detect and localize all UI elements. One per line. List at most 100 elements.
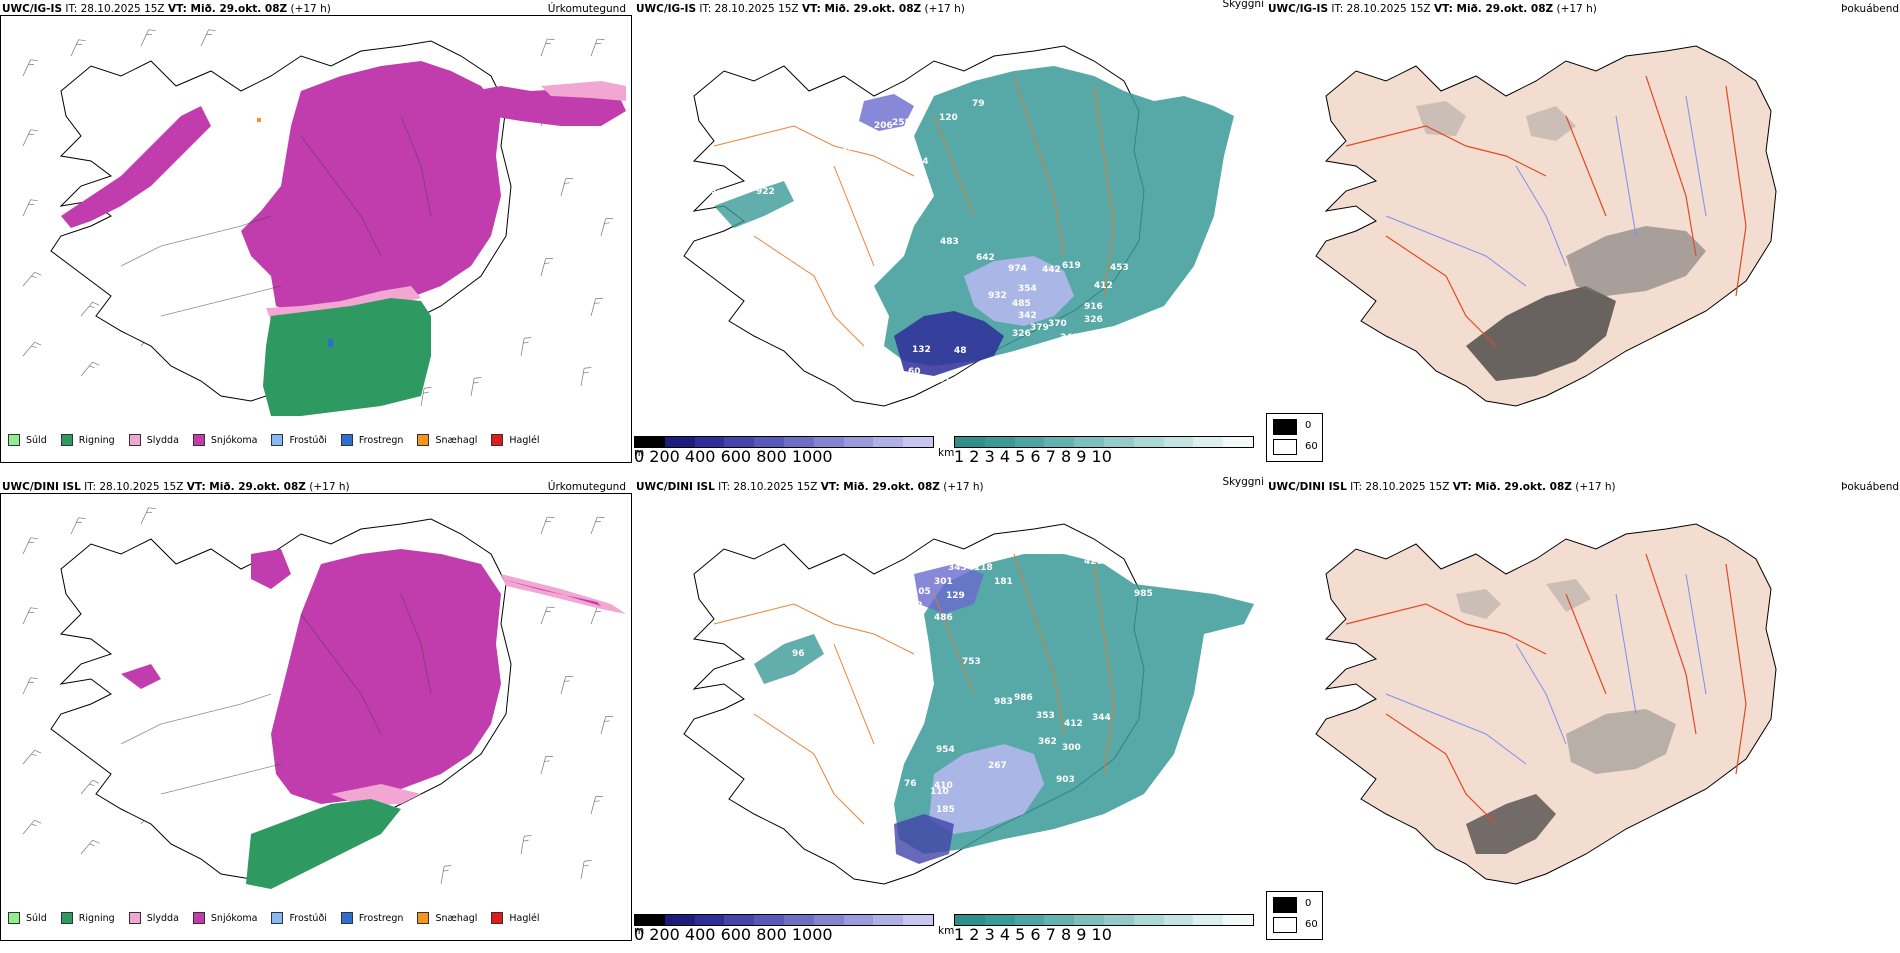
model-name: UWC/DINI ISL: [2, 481, 81, 493]
legend-swatch: [417, 434, 430, 446]
fog-legend-box-0: [1273, 419, 1297, 435]
vis-label: 342: [1018, 311, 1037, 321]
visibility-colorbar: [954, 436, 1254, 448]
ceiling-ticks: 0 200 400 600 800 1000: [634, 447, 934, 466]
vis-label: 345: [948, 563, 967, 573]
precip-legend: Súld Rigning Slydda Snjókoma Frostúði Fr…: [2, 908, 548, 928]
vis-tick: 3: [984, 447, 995, 466]
vis-label: 616: [646, 235, 665, 245]
vis-label: 161: [684, 229, 703, 239]
legend-label: Frostúði: [289, 434, 327, 446]
visibility-map: 206 258 120 79 185 199 34 338 922 161 61…: [646, 45, 1234, 407]
vis-label: 370: [1048, 319, 1067, 329]
vis-label: 182: [904, 601, 923, 611]
vt-label: VT: Mið. 29.okt. 08Z: [820, 481, 940, 493]
vis-label: 120: [939, 113, 958, 123]
legend-swatch: [60, 434, 73, 446]
fog-legend-box-60: [1273, 439, 1297, 455]
legend-label: Súld: [26, 912, 47, 924]
fog-legend-label: 60: [1305, 441, 1318, 452]
model-name: UWC/IG-IS: [2, 3, 63, 15]
legend-label: Rigning: [78, 912, 115, 924]
road-lines: [713, 75, 1115, 347]
panel-header: UWC/IG-IS IT: 28.10.2025 15Z VT: Mið. 29…: [636, 3, 965, 15]
it-value: 28.10.2025 15Z: [733, 481, 818, 493]
vt-label: VT: Mið. 29.okt. 08Z: [1433, 3, 1554, 15]
ceiling-tick: 0: [634, 925, 645, 944]
panel-header: UWC/DINI ISL IT: 28.10.2025 15Z VT: Mið.…: [2, 481, 350, 493]
ceiling-tick: 600: [720, 447, 752, 466]
ceiling-colorbar: [634, 436, 934, 448]
legend-label: Slydda: [146, 434, 179, 446]
precip-type-panel: UWC/DINI ISL IT: 28.10.2025 15Z VT: Mið.…: [0, 478, 632, 948]
fog-legend-box-60: [1273, 917, 1297, 933]
vis-label: 79: [972, 99, 985, 109]
vis-label: 181: [994, 577, 1013, 587]
vis-label: 326: [1012, 329, 1031, 339]
ceiling-unit: m: [634, 447, 645, 459]
legend-swatch: [128, 912, 141, 924]
panel-title: Skyggni: [1222, 476, 1265, 488]
panel-title: Skyggni: [1222, 0, 1265, 10]
precip-type-map: [22, 505, 626, 889]
fog-roads: [1345, 553, 1747, 825]
row-ig-is: UWC/IG-IS IT: 28.10.2025 15Z VT: Mið. 29…: [0, 0, 1900, 475]
model-name: UWC/DINI ISL: [1268, 481, 1347, 493]
ceiling-blue-nw: [859, 94, 914, 131]
legend-swatch: [192, 434, 205, 446]
it-value: 28.10.2025 15Z: [1365, 481, 1450, 493]
legend-item-freezing-rain: Frostregn: [340, 912, 404, 924]
vis-label: 932: [988, 291, 1007, 301]
visibility-panel: UWC/IG-IS IT: 28.10.2025 15Z VT: Mið. 29…: [634, 0, 1264, 470]
it-label: IT:: [718, 481, 731, 493]
vis-label: 48: [1002, 387, 1015, 397]
visibility-labels: 420 626 985 345 118 181 991 105 301 129 …: [792, 557, 1167, 815]
vis-tick: 5: [1015, 925, 1026, 944]
legend-item-freezing-rain: Frostregn: [340, 434, 403, 446]
vis-label: 354: [1018, 284, 1037, 294]
legend-label: Frostúði: [289, 912, 327, 924]
precip-type-map: [22, 27, 626, 416]
legend-label: Haglél: [509, 434, 540, 446]
legend-item-snow-grains: Snæhagl: [417, 912, 477, 924]
vis-tick: 5: [1015, 447, 1026, 466]
ceiling-colorbar-gradient: [634, 914, 934, 926]
vis-label: 258: [892, 118, 911, 128]
visibility-teal-area: [874, 66, 1234, 366]
road-lines: [120, 115, 432, 317]
vis-tick: 7: [1045, 447, 1056, 466]
vis-label: 206: [874, 121, 893, 131]
vis-label: 753: [962, 657, 981, 667]
it-value: 28.10.2025 15Z: [80, 3, 165, 15]
legend-label: Frostregn: [358, 912, 404, 924]
vis-label: 300: [1062, 743, 1081, 753]
fog-legend-box-0: [1273, 897, 1297, 913]
legend-label: Snjókoma: [210, 434, 258, 446]
visibility-unit: km: [938, 925, 955, 937]
model-name: UWC/IG-IS: [1268, 3, 1329, 15]
vis-label: 344: [1092, 713, 1111, 723]
fog-roads: [1345, 75, 1747, 347]
vis-label: 185: [936, 805, 955, 815]
vis-tick: 2: [969, 447, 980, 466]
panel-header: UWC/IG-IS IT: 28.10.2025 15Z VT: Mið. 29…: [2, 3, 331, 15]
vis-label: 619: [1062, 261, 1081, 271]
panel-header: UWC/DINI ISL IT: 28.10.2025 15Z VT: Mið.…: [636, 481, 984, 493]
vis-label: 61: [938, 375, 951, 385]
visibility-ticks: 1 2 3 4 5 6 7 8 9 10: [954, 925, 1254, 944]
row-dini-isl: UWC/DINI ISL IT: 28.10.2025 15Z VT: Mið.…: [0, 476, 1900, 953]
legend-item-snow: Snjókoma: [192, 434, 258, 446]
fog-rivers: [1385, 573, 1707, 765]
precip-type-frame: [0, 15, 632, 463]
vis-label: 110: [930, 787, 949, 797]
ceiling-tick: 0: [634, 447, 645, 466]
vis-label: 362: [1038, 737, 1057, 747]
vis-label: 60: [908, 367, 921, 377]
legend-label: Snæhagl: [435, 434, 478, 446]
precip-legend: Súld Rigning Slydda Snjókoma Frostúði Fr…: [2, 430, 548, 450]
vis-label: 442: [1042, 265, 1061, 275]
vis-label: 486: [934, 613, 953, 623]
legend-swatch: [491, 434, 504, 446]
legend-item-sleet: Slydda: [128, 912, 179, 924]
vis-label: 48: [954, 346, 967, 356]
